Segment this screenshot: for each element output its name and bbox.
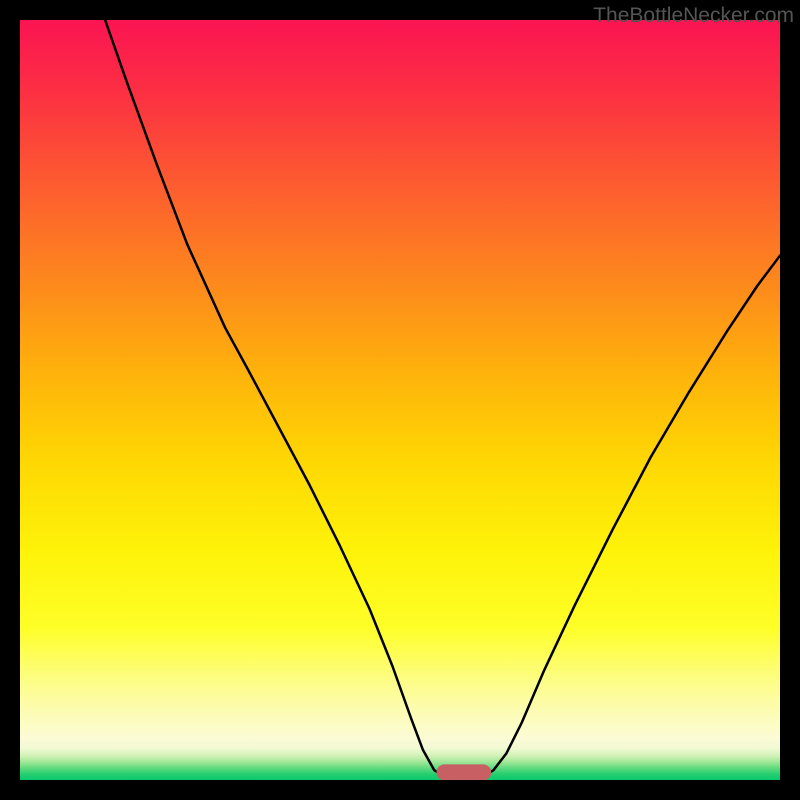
watermark-text: TheBottleNecker.com	[593, 4, 794, 28]
gradient-background	[20, 20, 780, 780]
optimal-range-marker	[436, 764, 491, 780]
chart-frame: TheBottleNecker.com	[0, 0, 800, 800]
bottleneck-curve-chart	[0, 0, 800, 800]
